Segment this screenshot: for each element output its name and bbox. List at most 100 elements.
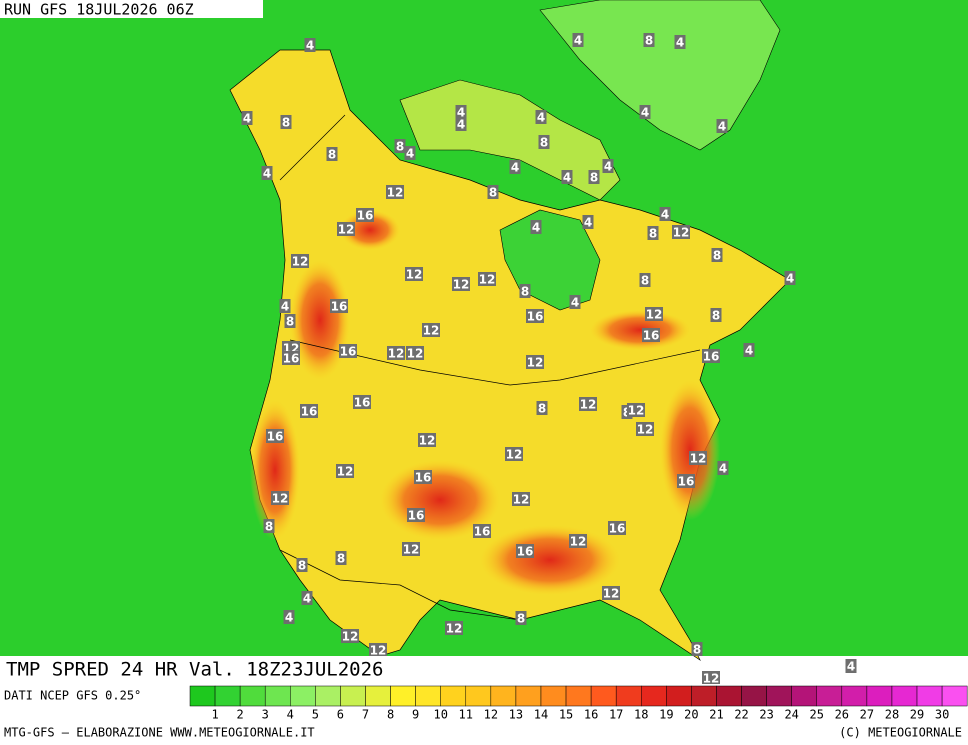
label-box [639, 105, 651, 119]
map-label: 4 [457, 118, 465, 132]
map-label: 16 [678, 475, 695, 489]
scale-label: 28 [885, 708, 899, 722]
label-box [538, 135, 550, 149]
label-box [710, 308, 722, 322]
label-box [406, 346, 424, 360]
map-label: 12 [292, 255, 309, 269]
map-label: 12 [637, 423, 654, 437]
label-box [353, 395, 371, 409]
scale-swatch [641, 685, 667, 707]
label-box [505, 447, 523, 461]
map-label: 16 [357, 209, 374, 223]
label-box [569, 295, 581, 309]
map-label: 8 [489, 186, 497, 200]
map-label: 4 [511, 161, 519, 175]
label-box [402, 542, 420, 556]
map-label: 12 [479, 273, 496, 287]
label-box [579, 397, 597, 411]
map [0, 0, 968, 662]
label-box [627, 403, 645, 417]
label-box [241, 111, 253, 125]
map-label: 12 [272, 492, 289, 506]
map-label: 12 [580, 398, 597, 412]
scale-swatch [941, 685, 968, 707]
map-label: 4 [532, 221, 540, 235]
label-box [672, 225, 690, 239]
map-label: 4 [661, 208, 669, 222]
label-box [845, 659, 857, 673]
scale-swatch [791, 685, 817, 707]
scale-label: 6 [337, 708, 344, 722]
hot-zone [290, 260, 350, 380]
scale-label: 8 [387, 708, 394, 722]
label-box [296, 558, 308, 572]
label-box [530, 220, 542, 234]
scale-swatch [666, 685, 692, 707]
scale-label: 15 [559, 708, 573, 722]
hot-zone [660, 380, 720, 520]
label-box [386, 185, 404, 199]
label-box [582, 215, 594, 229]
label-box [677, 474, 695, 488]
scale-label: 4 [287, 708, 294, 722]
map-label: 4 [745, 344, 753, 358]
scale-label: 17 [609, 708, 623, 722]
label-box [404, 146, 416, 160]
map-label: 12 [603, 587, 620, 601]
map-label: 12 [628, 404, 645, 418]
map-label: 4 [306, 39, 314, 53]
map-label: 16 [703, 350, 720, 364]
label-box [455, 105, 467, 119]
map-label: 4 [243, 112, 251, 126]
label-box [743, 343, 755, 357]
map-label: 4 [406, 147, 414, 161]
scale-swatch [916, 685, 943, 707]
credit: MTG-GFS — ELABORAZIONE WWW.METEOGIORNALE… [4, 726, 315, 740]
label-box [271, 491, 289, 505]
border [279, 549, 521, 621]
map-label: 4 [641, 106, 649, 120]
map-label: 4 [537, 111, 545, 125]
map-label: 8 [641, 274, 649, 288]
hot-zone [480, 525, 620, 595]
label-box [561, 170, 573, 184]
scale-swatch [540, 685, 567, 707]
map-label: 16 [354, 396, 371, 410]
map-label: 4 [847, 660, 855, 674]
scale-swatch [415, 685, 441, 707]
label-box [536, 401, 548, 415]
scale-swatch [741, 685, 767, 707]
scale-swatch [390, 685, 416, 707]
map-label: 12 [453, 278, 470, 292]
scale-swatch [691, 685, 717, 707]
scale-label: 26 [835, 708, 849, 722]
label-box [337, 222, 355, 236]
label-box [689, 451, 707, 465]
scale-label: 12 [484, 708, 498, 722]
scale-swatch [615, 685, 642, 707]
map-label: 12 [338, 223, 355, 237]
scale-swatch [515, 685, 542, 707]
label-box [711, 248, 723, 262]
map-label: 16 [283, 352, 300, 366]
scale-swatch [716, 685, 742, 707]
map-label: 8 [713, 249, 721, 263]
hot-zone [250, 400, 300, 540]
scale-swatch [891, 685, 918, 707]
scale-swatch [340, 685, 366, 707]
map-label: 4 [786, 272, 794, 286]
scale-swatch [239, 685, 266, 707]
scale-swatch [766, 685, 792, 707]
label-box [512, 492, 530, 506]
header-title: RUN GFS 18JUL2026 06Z [4, 1, 194, 19]
label-box [716, 119, 728, 133]
label-box [339, 344, 357, 358]
scale-label: 2 [237, 708, 244, 722]
map-label: 12 [513, 493, 530, 507]
label-box [636, 422, 654, 436]
map-label: 12 [423, 324, 440, 338]
map-label: 16 [331, 300, 348, 314]
map-label: 8 [645, 34, 653, 48]
label-box [515, 611, 527, 625]
